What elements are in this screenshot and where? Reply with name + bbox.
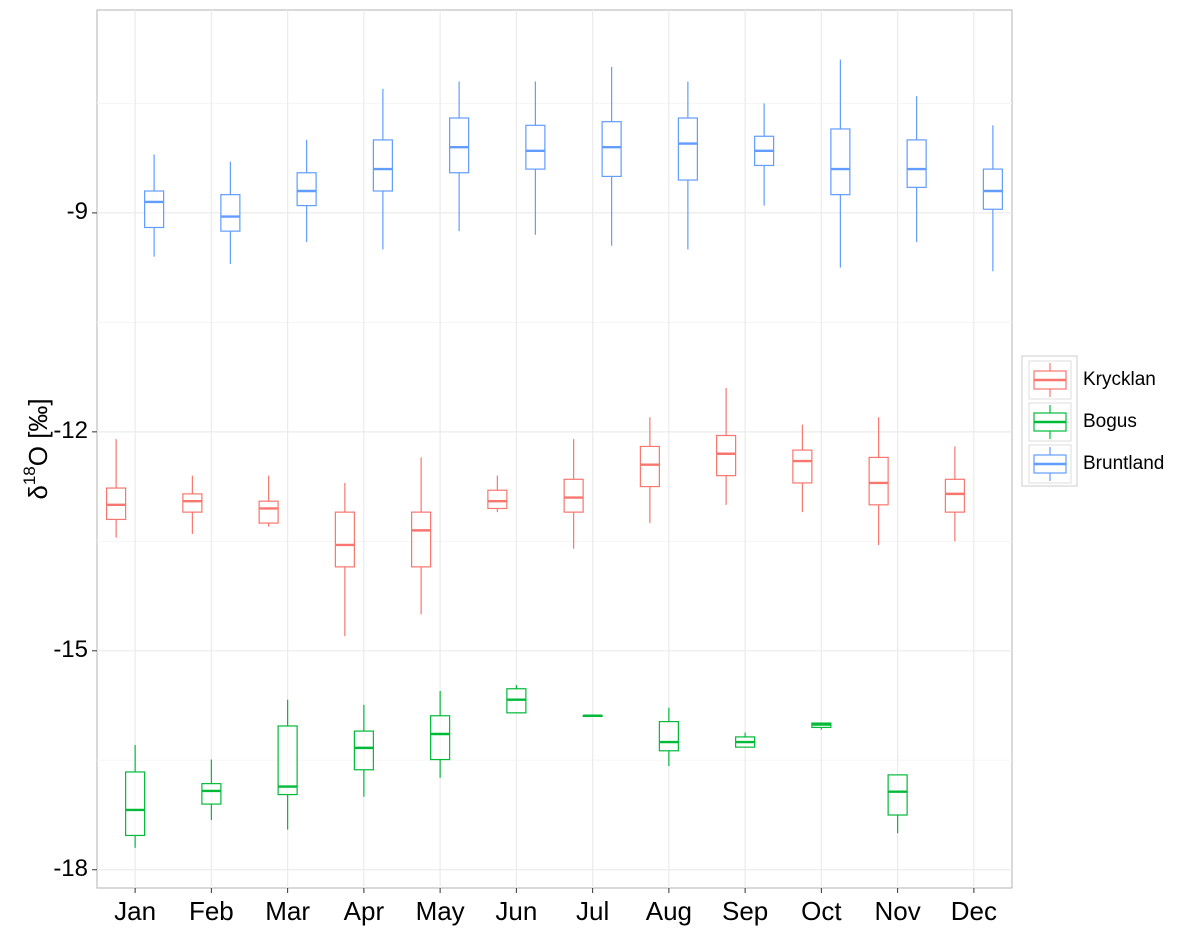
x-tick-label: Dec bbox=[951, 896, 997, 926]
y-tick-label: -15 bbox=[53, 636, 88, 663]
box bbox=[830, 128, 851, 196]
x-tick-label: Oct bbox=[801, 896, 842, 926]
x-tick-label: Jun bbox=[495, 896, 537, 926]
box bbox=[792, 449, 813, 484]
box bbox=[201, 783, 222, 805]
x-tick-label: Jul bbox=[576, 896, 609, 926]
box bbox=[372, 139, 393, 192]
box bbox=[906, 139, 927, 188]
y-axis-label: δ18O [‰] bbox=[20, 398, 53, 499]
x-tick-label: Sep bbox=[722, 896, 768, 926]
box bbox=[296, 172, 317, 207]
x-tick-label: Mar bbox=[265, 896, 310, 926]
box bbox=[182, 493, 203, 513]
box bbox=[525, 124, 546, 170]
box bbox=[563, 478, 584, 513]
box bbox=[944, 478, 965, 513]
y-label-part: δ bbox=[23, 485, 53, 499]
box bbox=[411, 511, 432, 568]
x-tick-label: Aug bbox=[646, 896, 692, 926]
y-tick-label: -18 bbox=[53, 855, 88, 882]
box bbox=[353, 730, 374, 771]
x-tick-label: Apr bbox=[344, 896, 385, 926]
box bbox=[677, 117, 698, 181]
box bbox=[430, 715, 451, 761]
box bbox=[277, 725, 298, 796]
box bbox=[125, 771, 146, 837]
box bbox=[982, 168, 1003, 210]
legend-label: Bruntland bbox=[1083, 453, 1164, 474]
box bbox=[334, 511, 355, 568]
box bbox=[144, 190, 165, 229]
x-tick-label: May bbox=[416, 896, 465, 926]
y-label-part: 18 bbox=[20, 466, 39, 485]
legend-label: Bogus bbox=[1083, 411, 1137, 432]
box bbox=[487, 489, 508, 510]
box bbox=[716, 434, 737, 477]
x-tick-label: Jan bbox=[114, 896, 156, 926]
box bbox=[887, 774, 908, 816]
box bbox=[868, 456, 889, 506]
box bbox=[601, 121, 622, 178]
box bbox=[639, 445, 660, 488]
legend-label: Krycklan bbox=[1083, 369, 1156, 390]
box bbox=[658, 720, 679, 752]
x-tick-label: Feb bbox=[189, 896, 234, 926]
y-label-part: O [‰] bbox=[23, 398, 53, 466]
y-tick-label: -9 bbox=[67, 198, 88, 225]
box bbox=[258, 500, 279, 524]
box bbox=[449, 117, 470, 174]
y-tick-label: -12 bbox=[53, 417, 88, 444]
plot-panel bbox=[96, 9, 1013, 889]
box bbox=[220, 194, 241, 232]
x-tick-label: Nov bbox=[875, 896, 921, 926]
